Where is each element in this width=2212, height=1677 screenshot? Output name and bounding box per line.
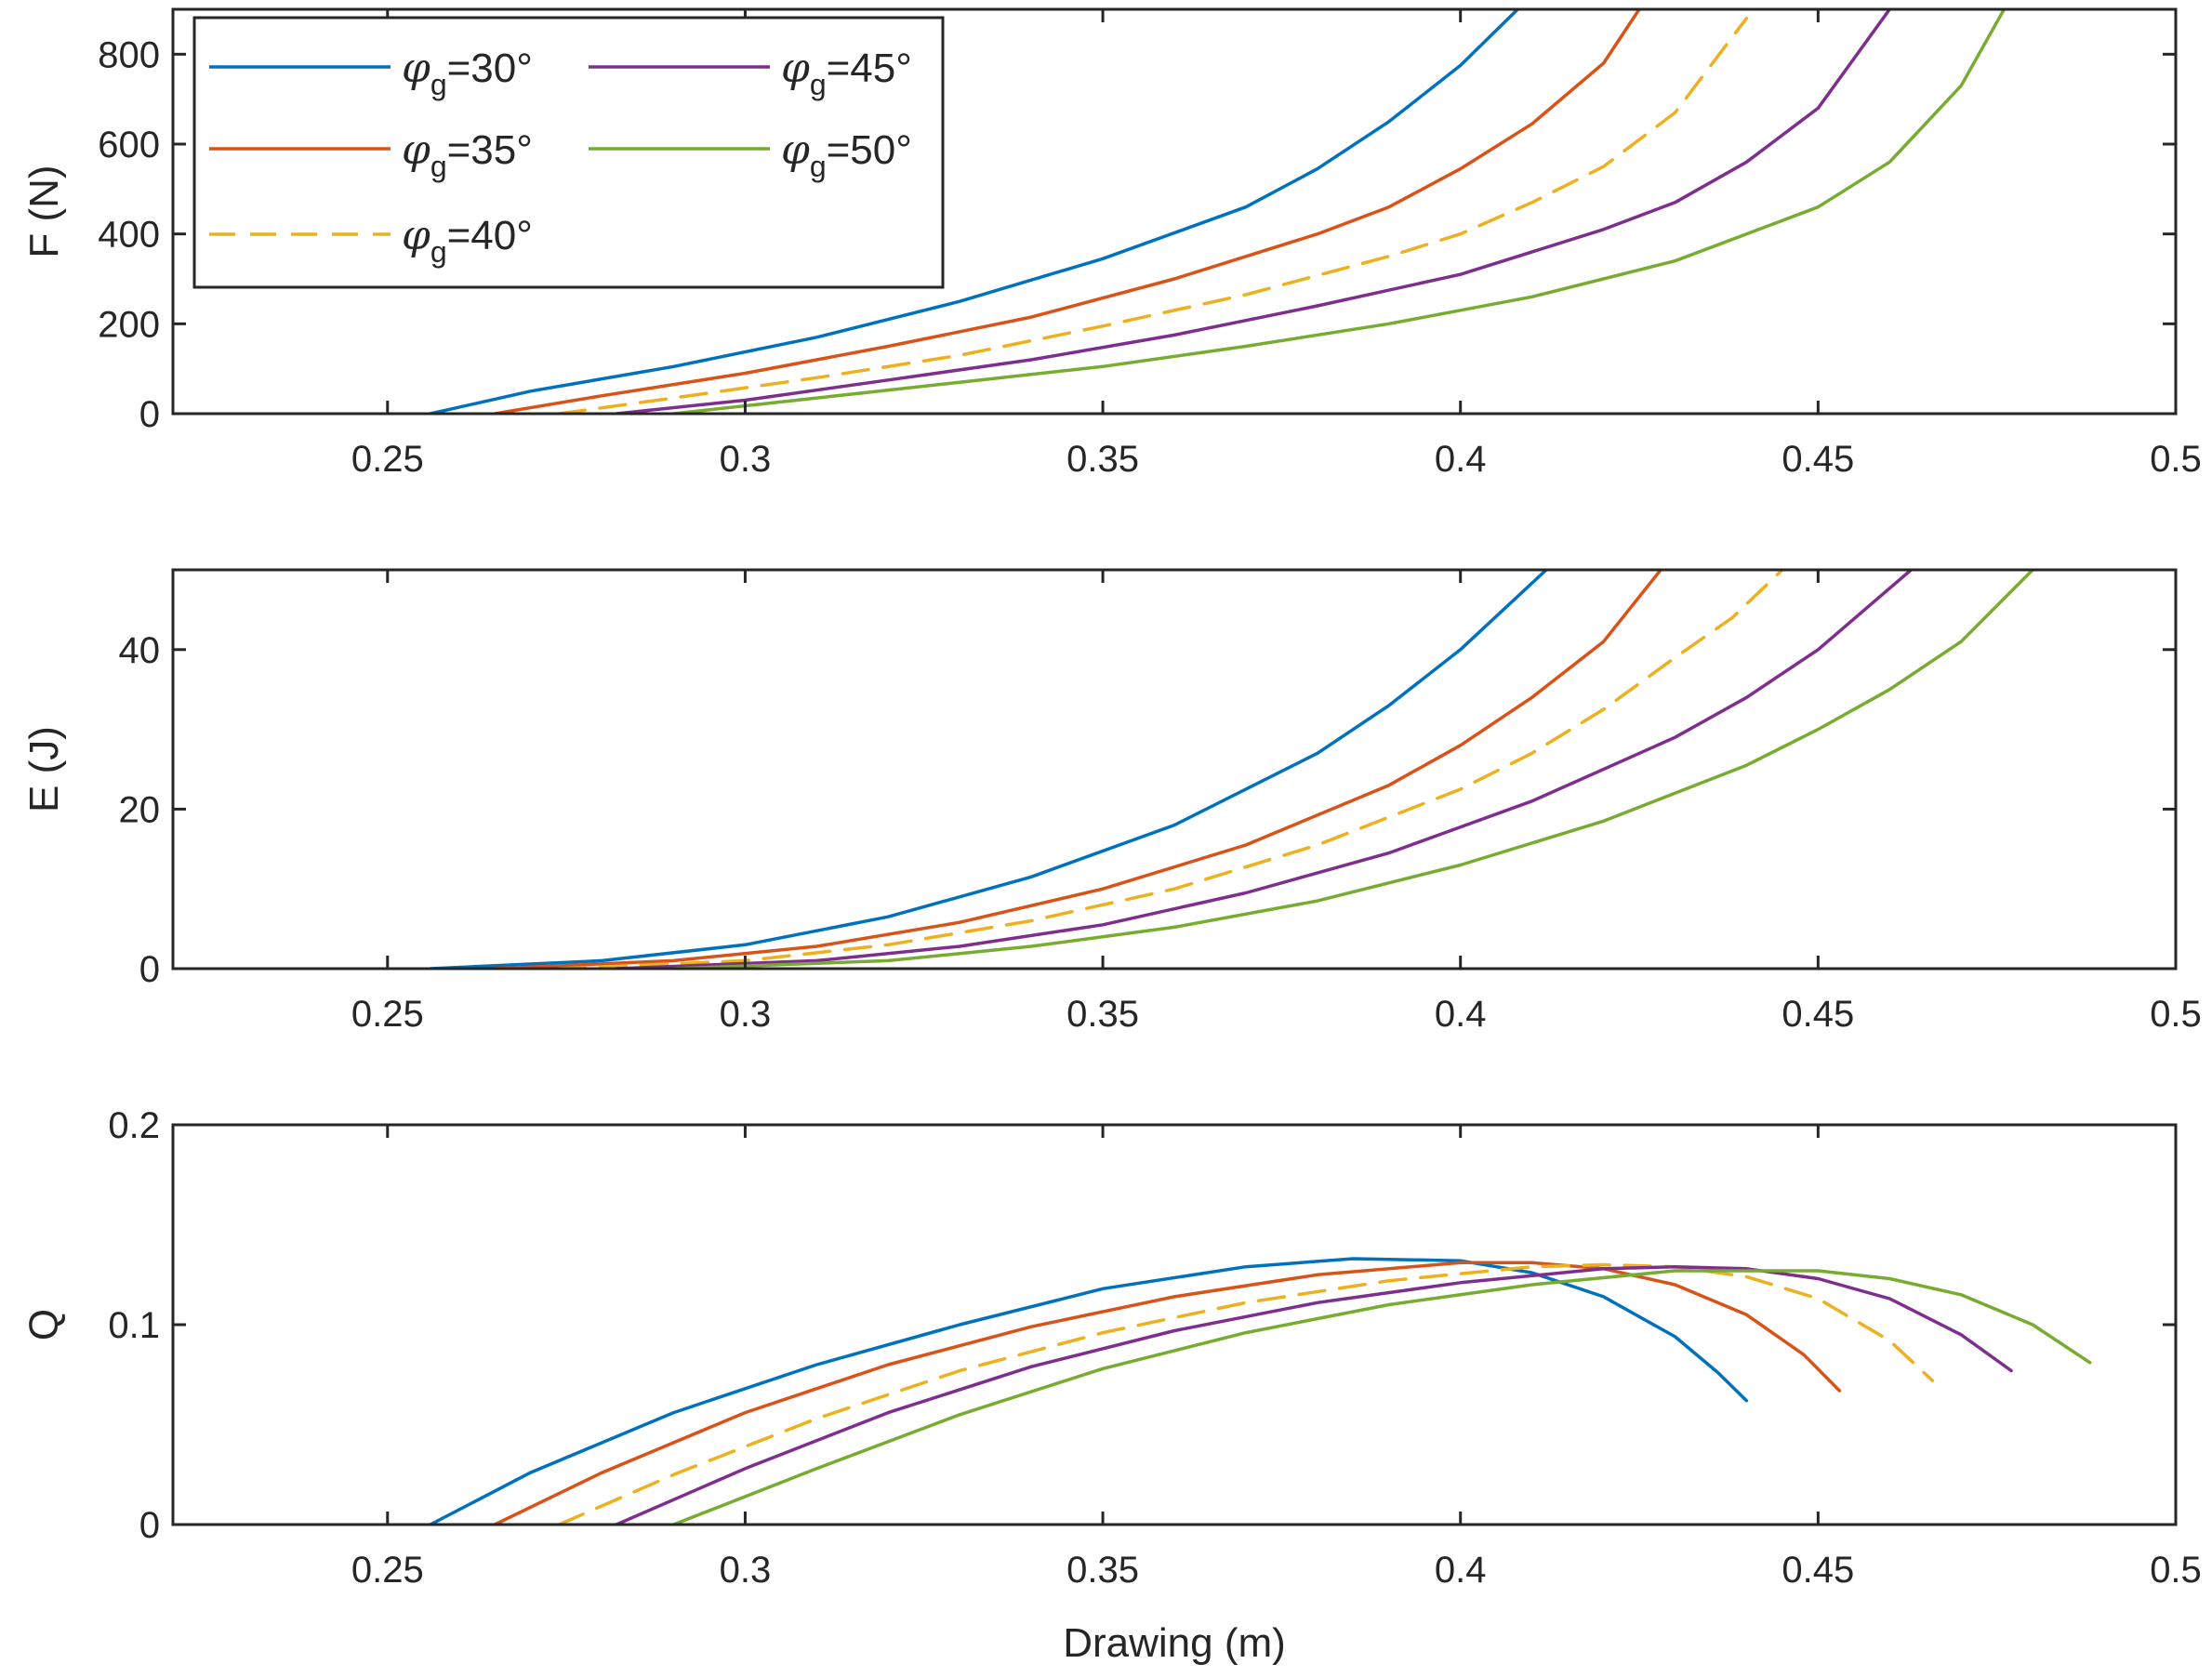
energy-series-line-1 <box>429 570 1548 969</box>
energy-xtick-label: 0.5 <box>2150 994 2202 1035</box>
legend-box <box>192 16 945 289</box>
efficiency-ticks-layer: 0.25 0.3 0.35 0.4 0.45 0.5 0 0.1 0.2 <box>108 1105 2201 1591</box>
energy-xtick-label: 0.4 <box>1435 994 1487 1035</box>
force-ytick-label: 200 <box>98 304 160 345</box>
force-xtick-label: 0.25 <box>351 439 424 480</box>
efficiency-panel: 0.25 0.3 0.35 0.4 0.45 0.5 0 0.1 0.2 Q Drawing (… <box>21 1105 2202 1666</box>
force-xtick-label: 0.45 <box>1782 439 1854 480</box>
force-ytick-label: 400 <box>98 215 160 256</box>
force-panel: 0.25 0.3 0.35 0.4 0.45 0.5 0 200 400 600 800 F (N) <box>21 7 2202 480</box>
efficiency-ytick-label: 0.1 <box>108 1305 160 1346</box>
legend-label-2: φg=35° <box>402 126 533 183</box>
efficiency-xtick-label: 0.3 <box>720 1550 772 1591</box>
efficiency-xtick-label: 0.25 <box>351 1550 424 1591</box>
efficiency-ylabel: Q <box>21 1309 67 1340</box>
energy-xtick-label: 0.25 <box>351 994 424 1035</box>
energy-series-line-2 <box>493 570 1662 969</box>
energy-xtick-label: 0.3 <box>720 994 772 1035</box>
force-series-line-2 <box>493 9 1641 414</box>
force-xtick-label: 0.5 <box>2150 439 2202 480</box>
force-ytick-label: 800 <box>98 34 160 75</box>
energy-ytick-label: 40 <box>119 630 161 671</box>
legend-label-3: φg=40° <box>402 212 533 269</box>
efficiency-series-line-4 <box>615 1264 2013 1525</box>
energy-axes-frame <box>171 568 2178 971</box>
drawing-xlabel: Drawing (m) <box>1063 1620 1286 1666</box>
efficiency-ytick-label: 0 <box>139 1505 160 1546</box>
energy-ytick-label: 20 <box>119 789 161 830</box>
force-ytick-label: 600 <box>98 125 160 165</box>
legend-label-4: φg=45° <box>781 45 912 101</box>
energy-ticks-layer: 0.25 0.3 0.35 0.4 0.45 0.5 0 20 40 <box>119 570 2202 1035</box>
efficiency-series-line-2 <box>493 1261 1842 1525</box>
energy-xtick-label: 0.35 <box>1066 994 1139 1035</box>
force-xtick-label: 0.3 <box>720 439 772 480</box>
force-ytick-label: 0 <box>139 394 160 435</box>
efficiency-xtick-label: 0.4 <box>1435 1550 1487 1591</box>
energy-ylabel: E (J) <box>21 726 67 812</box>
force-ticks-layer: 0.25 0.3 0.35 0.4 0.45 0.5 0 200 400 600 800 <box>98 9 2202 480</box>
efficiency-ytick-label: 0.2 <box>108 1105 160 1146</box>
efficiency-series-layer <box>429 1257 2092 1525</box>
energy-xtick-label: 0.45 <box>1782 994 1854 1035</box>
legend-label-1: φg=30° <box>402 45 533 101</box>
force-xtick-label: 0.4 <box>1435 439 1487 480</box>
force-series-line-4 <box>615 9 1892 414</box>
force-ylabel: F (N) <box>21 165 67 257</box>
force-axes-frame <box>171 7 2178 416</box>
energy-ytick-label: 0 <box>139 949 160 990</box>
efficiency-xtick-label: 0.45 <box>1782 1550 1854 1591</box>
efficiency-xtick-label: 0.5 <box>2150 1550 2202 1591</box>
legend: φg=30° φg=35° φg=40° φg=45° φg=50° <box>192 16 945 289</box>
efficiency-series-line-5 <box>671 1269 2092 1525</box>
legend-label-5: φg=50° <box>781 126 912 183</box>
force-xtick-label: 0.35 <box>1066 439 1139 480</box>
force-series-line-1 <box>429 9 1520 414</box>
force-series-layer <box>429 9 2007 414</box>
energy-series-line-5 <box>671 570 2034 969</box>
energy-series-line-4 <box>615 570 1914 969</box>
energy-series-line-3 <box>557 570 1784 969</box>
efficiency-series-line-3 <box>557 1262 1935 1525</box>
force-series-line-5 <box>671 9 2007 414</box>
energy-series-layer <box>429 570 2034 969</box>
efficiency-xtick-label: 0.35 <box>1066 1550 1139 1591</box>
energy-panel: 0.25 0.3 0.35 0.4 0.45 0.5 0 20 40 E (J) <box>21 568 2202 1035</box>
efficiency-series-line-1 <box>429 1257 1749 1525</box>
